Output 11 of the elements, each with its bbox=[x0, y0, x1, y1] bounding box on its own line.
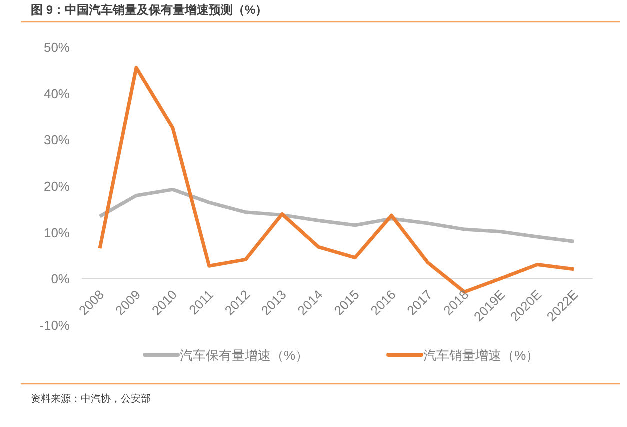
y-tick-label: 0% bbox=[51, 272, 70, 287]
y-tick-label: 30% bbox=[44, 132, 70, 148]
legend-label: 汽车销量增速（%） bbox=[424, 348, 540, 363]
y-tick-label: -10% bbox=[40, 318, 70, 333]
legend-label: 汽车保有量增速（%） bbox=[180, 348, 309, 363]
y-tick-label: 10% bbox=[44, 225, 70, 240]
chart-title: 图 9：中国汽车销量及保有量增速预测（%） bbox=[31, 3, 268, 17]
y-tick-label: 50% bbox=[44, 40, 70, 55]
y-tick-label: 40% bbox=[44, 86, 70, 102]
text: 资料来源：中汽协，公安部 bbox=[31, 393, 151, 405]
y-tick-label: 20% bbox=[44, 179, 70, 194]
